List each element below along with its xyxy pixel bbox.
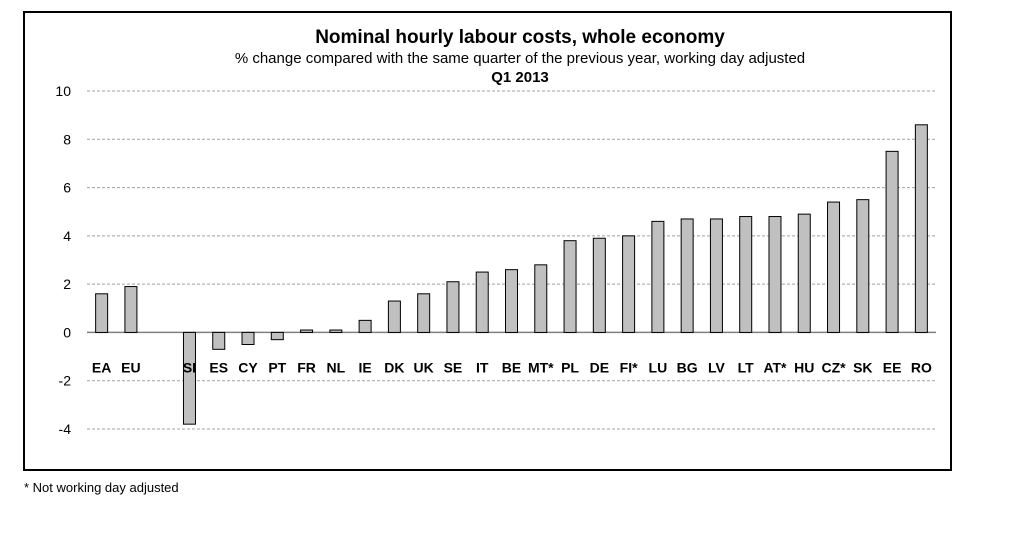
x-tick-label: NL xyxy=(327,359,346,375)
bar-mt xyxy=(534,264,548,333)
bar-ea xyxy=(95,293,109,333)
y-tick-label: 10 xyxy=(55,83,71,99)
chart-title: Nominal hourly labour costs, whole econo… xyxy=(315,27,725,48)
bar-eu xyxy=(124,286,138,333)
bar-sk xyxy=(856,199,870,333)
x-tick-label: SE xyxy=(444,359,463,375)
bar-cz xyxy=(827,201,841,333)
x-tick-label: IE xyxy=(359,359,372,375)
bar-uk xyxy=(417,293,431,333)
x-tick-label: RO xyxy=(911,359,932,375)
bars xyxy=(95,124,928,425)
x-tick-label: LU xyxy=(649,359,668,375)
bar-be xyxy=(505,269,518,333)
x-tick-label: SK xyxy=(853,359,872,375)
y-axis-ticks: -4 -2 0 2 4 6 8 10 xyxy=(55,83,71,437)
x-tick-label: ES xyxy=(209,359,228,375)
bar-ie xyxy=(358,319,372,333)
bar-fr xyxy=(300,329,314,333)
x-tick-label: SI xyxy=(183,359,196,375)
bar-chart: Nominal hourly labour costs, whole econo… xyxy=(55,27,936,437)
x-tick-label: PL xyxy=(561,359,579,375)
chart-period: Q1 2013 xyxy=(491,69,549,86)
bar-lu xyxy=(651,220,665,333)
footnote: * Not working day adjusted xyxy=(24,480,179,495)
x-axis-ticks: EA EU SI ES CY PT FR NL IE DK UK SE IT BE MT* PL DE FI* LU… xyxy=(92,359,932,375)
x-tick-label: LT xyxy=(738,359,755,375)
bar-si xyxy=(182,331,196,425)
bar-es xyxy=(212,331,226,350)
bar-se xyxy=(446,281,460,333)
bar-ro xyxy=(914,124,928,333)
y-tick-label: 8 xyxy=(63,131,71,147)
bar-cy xyxy=(241,331,255,345)
bar-nl xyxy=(329,329,343,333)
x-tick-label: DE xyxy=(590,359,609,375)
y-tick-label: -4 xyxy=(59,421,72,437)
x-tick-label: UK xyxy=(414,359,434,375)
bar-pt xyxy=(270,331,284,341)
bar-hu xyxy=(797,213,811,333)
bar-at xyxy=(768,216,782,333)
y-tick-label: 0 xyxy=(63,324,71,340)
y-tick-label: -2 xyxy=(59,373,72,389)
y-tick-label: 2 xyxy=(63,276,71,292)
bar-pl xyxy=(563,240,577,333)
x-tick-label: PT xyxy=(268,359,286,375)
bar-lt xyxy=(739,216,753,333)
y-tick-label: 6 xyxy=(63,180,71,196)
x-tick-label: FR xyxy=(297,359,316,375)
x-tick-label: FI* xyxy=(620,359,638,375)
x-tick-label: MT* xyxy=(528,359,554,375)
x-tick-label: CZ* xyxy=(821,359,846,375)
x-tick-label: DK xyxy=(384,359,404,375)
x-tick-label: AT* xyxy=(763,359,787,375)
x-tick-label: EU xyxy=(121,359,140,375)
gridlines xyxy=(87,90,936,430)
x-tick-label: EE xyxy=(883,359,902,375)
bar-dk xyxy=(387,300,401,333)
bar-ee xyxy=(885,150,899,333)
x-tick-label: BE xyxy=(502,359,521,375)
chart-subtitle: % change compared with the same quarter … xyxy=(235,50,805,67)
x-tick-label: EA xyxy=(92,359,111,375)
y-tick-label: 4 xyxy=(63,228,71,244)
x-tick-label: HU xyxy=(794,359,814,375)
bar-it xyxy=(475,271,489,333)
x-tick-label: BG xyxy=(677,359,698,375)
x-tick-label: LV xyxy=(708,359,726,375)
bar-lv xyxy=(709,218,723,333)
x-tick-label: CY xyxy=(238,359,258,375)
bar-fi xyxy=(622,235,636,333)
bar-de xyxy=(592,237,606,333)
bar-bg xyxy=(680,218,694,333)
chart-frame: Nominal hourly labour costs, whole econo… xyxy=(23,11,952,471)
x-tick-label: IT xyxy=(476,359,489,375)
